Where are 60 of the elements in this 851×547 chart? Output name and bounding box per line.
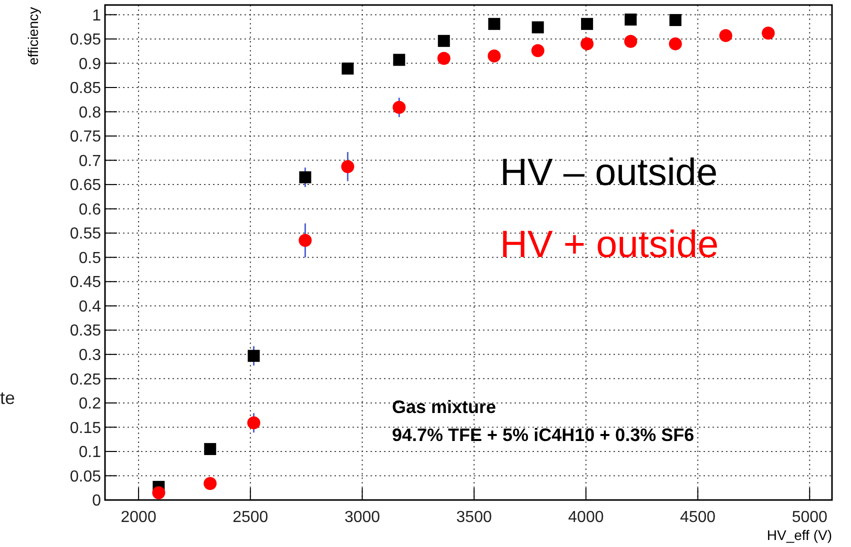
point [247, 416, 260, 430]
y-tick-label: 0.35 [70, 322, 102, 340]
y-tick-label: 0 [92, 492, 102, 510]
y-tick-label: 0.4 [78, 298, 102, 316]
point [762, 26, 775, 40]
y-tick-label: 0.45 [70, 274, 102, 292]
y-axis-title: efficiency [25, 7, 41, 66]
point [669, 14, 682, 26]
x-tick-label: 4000 [568, 509, 604, 526]
point [152, 486, 166, 500]
y-tick-label: 0.25 [70, 371, 102, 388]
y-tick-label: 0.6 [78, 201, 102, 218]
y-tick-label: 1 [92, 7, 102, 24]
point [248, 350, 260, 362]
point [392, 100, 406, 114]
x-tick-label: 2000 [120, 509, 156, 526]
y-tick-label: 0.3 [78, 347, 102, 364]
point [624, 14, 637, 26]
x-tick-label: 4500 [680, 509, 716, 526]
point [581, 18, 594, 30]
y-tick-label: 0.5 [78, 250, 102, 267]
x-tick-label: 2500 [232, 509, 268, 526]
text: te [0, 388, 16, 408]
y-tick-label: 0.9 [78, 56, 102, 73]
point [532, 21, 544, 34]
y-tick-label: 0.1 [78, 444, 102, 462]
point [624, 34, 638, 48]
point [488, 49, 501, 62]
y-tick-label: 0.85 [70, 80, 102, 98]
y-tick-label: 0.05 [70, 468, 102, 486]
y-tick-label: 0.15 [70, 420, 102, 437]
y-tick-label: 0.2 [78, 396, 102, 413]
text: HV – outside [500, 152, 718, 194]
y-tick-label: 0.8 [78, 104, 102, 122]
point [488, 18, 500, 30]
y-tick-label: 0.65 [70, 177, 102, 194]
y-tick-label: 0.55 [70, 226, 102, 243]
point [531, 44, 544, 58]
point [299, 171, 312, 184]
point [341, 160, 354, 174]
point [719, 29, 732, 42]
point [342, 62, 354, 75]
point [393, 54, 406, 66]
x-tick-label: 5000 [792, 509, 828, 526]
x-axis-title: HV_eff (V) [766, 527, 832, 543]
point [204, 443, 216, 456]
annotation: 94.7% TFE + 5% iC4H10 + 0.3% SF6 [392, 425, 694, 445]
point [298, 234, 312, 247]
annotation: Gas mixture [392, 397, 496, 417]
text: HV + outside [500, 224, 719, 266]
y-tick-label: 0.7 [78, 152, 102, 170]
point [204, 477, 217, 490]
point [580, 37, 594, 50]
point [668, 37, 682, 50]
point [437, 52, 450, 65]
point [438, 34, 450, 47]
x-tick-label: 3500 [456, 509, 492, 526]
x-tick-label: 3000 [344, 509, 380, 526]
y-tick-label: 0.75 [70, 128, 102, 146]
y-tick-label: 0.95 [70, 32, 102, 49]
